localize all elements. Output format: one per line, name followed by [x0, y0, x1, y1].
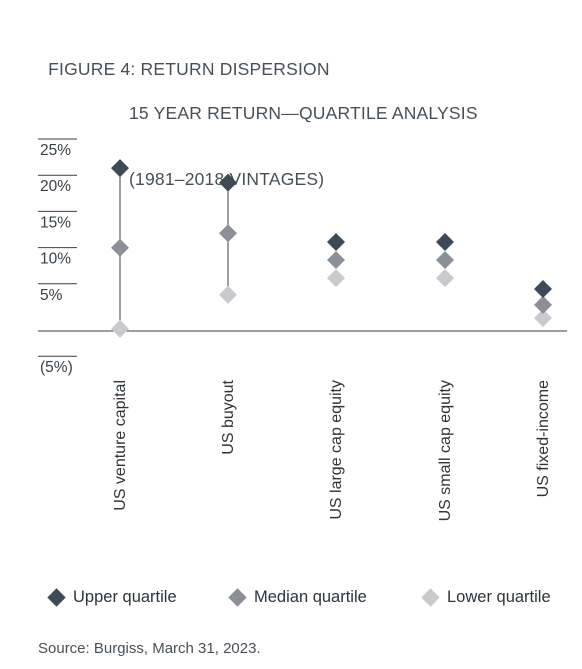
upper-quartile-point [534, 280, 552, 299]
upper-quartile-point [436, 232, 454, 251]
median-quartile-point [219, 224, 237, 243]
median-quartile-point [436, 251, 454, 270]
y-tick-label: 5% [40, 287, 63, 304]
category-label: US small cap equity [437, 380, 454, 521]
upper-quartile-point [327, 232, 345, 251]
median-quartile-point [111, 238, 129, 257]
category-label: US fixed-income [535, 380, 552, 497]
y-tick-label: 20% [40, 178, 71, 195]
lower-quartile-point [327, 269, 345, 288]
title-line-3: (1981–2018 VINTAGES) [129, 169, 325, 189]
y-tick-label: 10% [40, 251, 71, 268]
legend-median: Median quartile [228, 588, 367, 607]
legend-upper-label: Upper quartile [73, 588, 177, 606]
category-label: US buyout [220, 379, 237, 454]
chart-title: FIGURE 4: RETURN DISPERSION 15 YEAR RETU… [38, 36, 478, 212]
lower-quartile-point [219, 285, 237, 304]
y-tick-label: (5%) [40, 359, 73, 376]
upper-quartile-point [111, 159, 129, 178]
legend-median-swatch [228, 588, 247, 607]
legend-lower: Lower quartile [421, 588, 551, 607]
lower-quartile-point [534, 308, 552, 327]
y-tick-label: 25% [40, 142, 71, 159]
dispersion-chart: 25% 20% 15% 10% 5% (5%) US venture capital US b… [38, 138, 567, 521]
upper-quartile-point [219, 173, 237, 192]
legend-upper: Upper quartile [47, 588, 177, 607]
source-note: Source: Burgiss, March 31, 2023. [38, 640, 261, 657]
title-line-1: FIGURE 4: RETURN DISPERSION [48, 59, 330, 79]
category-label: US large cap equity [328, 380, 345, 520]
median-quartile-point [327, 251, 345, 270]
median-quartile-point [534, 295, 552, 314]
legend-lower-label: Lower quartile [447, 588, 551, 606]
legend-upper-swatch [47, 588, 66, 607]
legend-median-label: Median quartile [254, 588, 367, 606]
title-line-2: 15 YEAR RETURN—QUARTILE ANALYSIS [129, 103, 478, 123]
y-tick-label: 15% [40, 214, 71, 231]
legend-lower-swatch [421, 588, 440, 607]
category-label: US venture capital [112, 380, 129, 511]
lower-quartile-point [436, 269, 454, 288]
lower-quartile-point [111, 319, 129, 338]
